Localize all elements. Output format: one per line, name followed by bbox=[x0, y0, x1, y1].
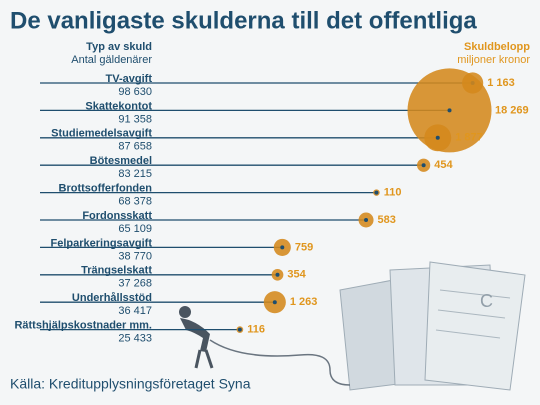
size-header: Skuldbelopp bbox=[464, 41, 530, 53]
category-label: TV-avgift bbox=[106, 73, 153, 85]
category-label: Underhållsstöd bbox=[72, 292, 152, 304]
x-value-label: 36 417 bbox=[118, 305, 152, 317]
size-value-label: 1 877 bbox=[455, 132, 483, 144]
illustration-person bbox=[179, 306, 351, 386]
size-value-label: 18 269 bbox=[495, 104, 529, 116]
dot bbox=[447, 108, 452, 113]
dot bbox=[421, 163, 426, 168]
paper-letter: C bbox=[480, 291, 493, 311]
source: Källa: Kreditupplysningsföretaget Syna bbox=[10, 376, 251, 392]
x-value-label: 87 658 bbox=[118, 141, 152, 153]
size-value-label: 110 bbox=[384, 187, 402, 199]
size-value-label: 583 bbox=[378, 214, 396, 226]
size-unit: miljoner kronor bbox=[457, 54, 530, 66]
size-value-label: 1 263 bbox=[290, 296, 318, 308]
dot bbox=[280, 245, 285, 250]
dot bbox=[272, 300, 277, 305]
category-header: Typ av skuld bbox=[86, 41, 152, 53]
size-value-label: 759 bbox=[295, 241, 313, 253]
x-value-label: 25 433 bbox=[118, 333, 152, 345]
category-label: Trängselskatt bbox=[81, 265, 152, 277]
size-value-label: 454 bbox=[434, 159, 453, 171]
dot bbox=[237, 327, 242, 332]
category-label: Fordonsskatt bbox=[82, 210, 152, 222]
x-value-label: 68 378 bbox=[118, 196, 152, 208]
x-value-label: 83 215 bbox=[118, 168, 152, 180]
category-label: Skattekontot bbox=[85, 100, 152, 112]
illustration-papers: C bbox=[339, 261, 526, 391]
dot bbox=[275, 272, 280, 277]
size-value-label: 354 bbox=[287, 269, 306, 281]
category-label: Felparkeringsavgift bbox=[51, 237, 153, 249]
x-value-label: 91 358 bbox=[118, 113, 152, 125]
dot bbox=[374, 190, 379, 195]
size-value-label: 116 bbox=[247, 324, 265, 336]
dot bbox=[364, 218, 369, 222]
category-label: Brottsofferfonden bbox=[59, 183, 153, 195]
category-label: Bötesmedel bbox=[90, 155, 152, 167]
category-label: Studiemedelsavgift bbox=[51, 128, 152, 140]
category-label: Rättshjälpskostnader mm. bbox=[14, 320, 152, 332]
chart-title: De vanligaste skulderna till det offentl… bbox=[10, 7, 477, 34]
size-value-label: 1 163 bbox=[487, 77, 515, 89]
x-value-label: 37 268 bbox=[118, 278, 152, 290]
x-value-label: 98 630 bbox=[118, 86, 152, 98]
x-value-label: 38 770 bbox=[118, 250, 152, 262]
dot bbox=[435, 135, 440, 140]
x-value-label: 65 109 bbox=[118, 223, 152, 235]
x-header: Antal gäldenärer bbox=[71, 54, 152, 66]
